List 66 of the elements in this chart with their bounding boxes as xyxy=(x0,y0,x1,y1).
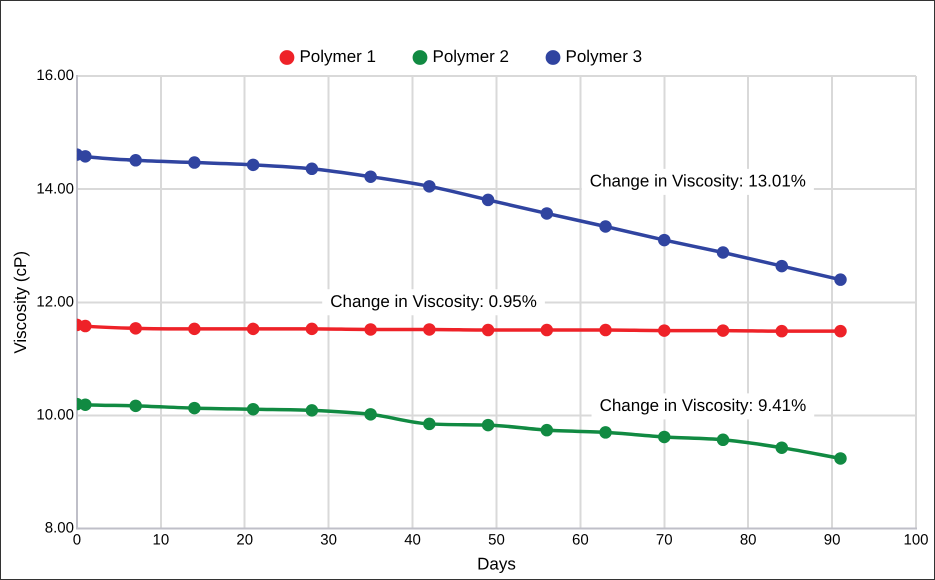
point xyxy=(364,170,377,183)
point xyxy=(776,441,788,454)
y-tick-label: 12.00 xyxy=(36,293,74,310)
y-tick-label: 16.00 xyxy=(36,67,74,84)
point xyxy=(364,323,377,336)
point xyxy=(658,324,671,337)
point xyxy=(306,162,318,176)
point xyxy=(599,426,612,439)
annotation: Change in Viscosity: 0.95% xyxy=(330,292,537,311)
point xyxy=(482,324,494,336)
y-tick-label: 10.00 xyxy=(36,406,74,424)
point xyxy=(423,323,436,336)
x-tick-label: 40 xyxy=(404,532,421,549)
point xyxy=(540,207,554,220)
point xyxy=(364,408,377,421)
y-axis-title: Viscosity (cP) xyxy=(10,250,30,354)
point xyxy=(129,322,142,335)
point xyxy=(716,324,730,337)
x-tick-label: 80 xyxy=(740,532,757,549)
x-tick-label: 50 xyxy=(488,532,505,549)
point xyxy=(188,402,201,414)
point xyxy=(79,398,92,411)
point xyxy=(716,434,730,446)
point xyxy=(834,273,847,286)
point xyxy=(482,418,494,432)
x-tick-label: 0 xyxy=(72,532,82,549)
point xyxy=(129,400,142,412)
y-tick-label: 14.00 xyxy=(36,180,74,198)
annotation: Change in Viscosity: 13.01% xyxy=(590,172,806,191)
x-tick-label: 100 xyxy=(903,532,929,549)
x-tick-label: 90 xyxy=(824,532,840,549)
point xyxy=(129,154,142,167)
point xyxy=(246,322,260,336)
point xyxy=(246,158,260,172)
x-tick-label: 20 xyxy=(236,532,254,549)
x-tick-label: 30 xyxy=(320,532,337,549)
point xyxy=(658,234,671,246)
point xyxy=(246,402,260,416)
point xyxy=(540,424,554,436)
point xyxy=(658,430,671,444)
point xyxy=(79,320,92,332)
point xyxy=(306,404,318,417)
legend-label: Polymer 1 xyxy=(299,47,376,66)
point xyxy=(79,150,92,163)
point xyxy=(188,156,201,169)
annotation: Change in Viscosity: 9.41% xyxy=(600,396,806,416)
point xyxy=(776,324,788,338)
point xyxy=(423,418,436,430)
x-tick-label: 60 xyxy=(572,532,589,549)
point xyxy=(482,194,494,206)
point xyxy=(423,180,436,193)
point xyxy=(188,322,201,336)
legend-label: Polymer 3 xyxy=(566,47,642,66)
x-tick-label: 10 xyxy=(152,532,170,549)
x-tick-label: 70 xyxy=(656,532,673,549)
point xyxy=(599,220,612,233)
point xyxy=(834,452,847,465)
point xyxy=(776,260,788,272)
point xyxy=(540,324,554,336)
point xyxy=(834,324,847,338)
point xyxy=(716,246,730,259)
x-axis-title: Days xyxy=(477,554,516,574)
point xyxy=(599,324,612,336)
y-tick-label: 8.00 xyxy=(44,520,74,537)
legend-label: Polymer 2 xyxy=(432,47,510,66)
point xyxy=(306,322,318,336)
